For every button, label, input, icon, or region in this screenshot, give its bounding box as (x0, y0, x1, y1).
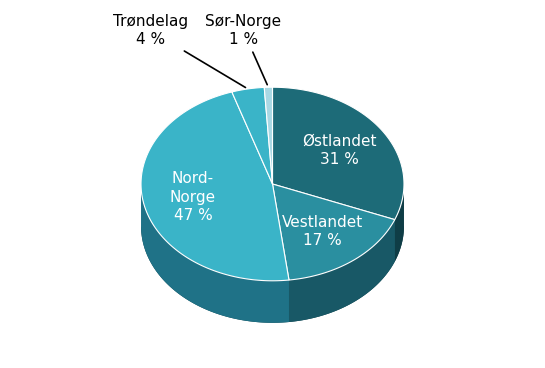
Polygon shape (264, 87, 272, 184)
Text: Sør-Norge
1 %: Sør-Norge 1 % (205, 14, 281, 85)
Polygon shape (272, 184, 395, 262)
Polygon shape (272, 184, 289, 322)
Polygon shape (272, 184, 289, 322)
Text: Østlandet
31 %: Østlandet 31 % (302, 134, 377, 167)
Polygon shape (395, 184, 404, 262)
Text: Nord-
Norge
47 %: Nord- Norge 47 % (170, 171, 216, 223)
Polygon shape (232, 88, 272, 184)
Polygon shape (141, 184, 289, 323)
Polygon shape (289, 220, 395, 322)
Text: Vestlandet
17 %: Vestlandet 17 % (282, 215, 363, 248)
Polygon shape (272, 87, 404, 220)
Text: Trøndelag
4 %: Trøndelag 4 % (113, 14, 245, 88)
Polygon shape (272, 184, 395, 262)
Polygon shape (272, 184, 395, 280)
Polygon shape (141, 226, 404, 323)
Polygon shape (141, 92, 289, 281)
